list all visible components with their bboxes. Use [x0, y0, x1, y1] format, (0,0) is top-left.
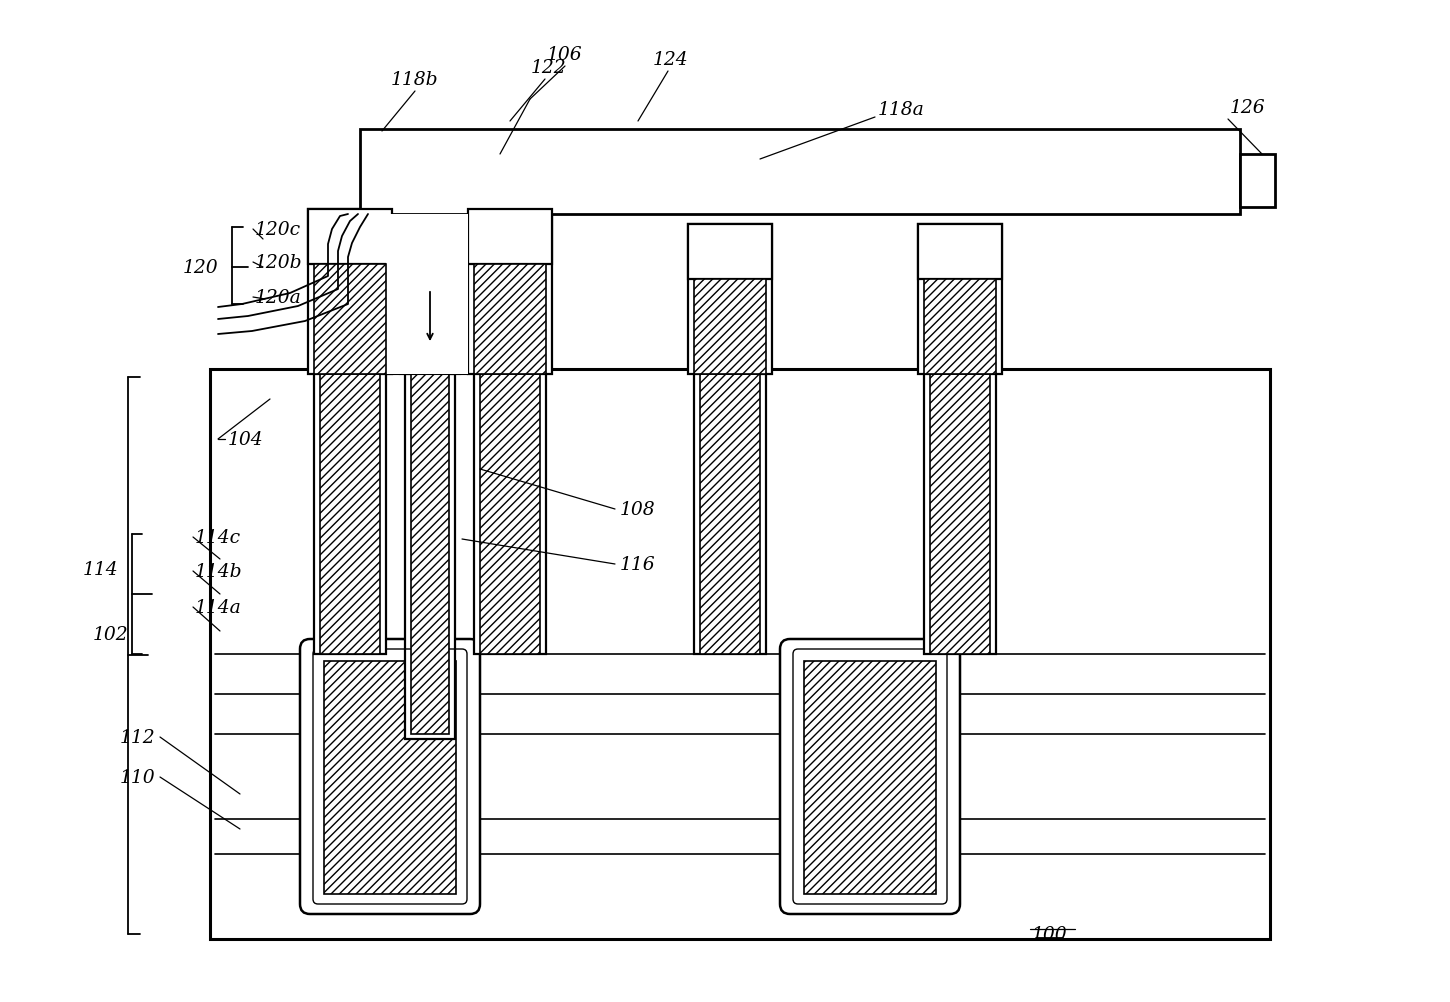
Text: 106: 106: [547, 46, 583, 64]
Text: 108: 108: [621, 501, 655, 518]
Bar: [918, 224, 1002, 280]
Text: 114: 114: [83, 560, 117, 578]
Bar: [924, 280, 996, 375]
Bar: [1240, 155, 1275, 207]
Text: 120a: 120a: [255, 289, 302, 307]
Bar: [320, 375, 380, 654]
Text: 122: 122: [531, 59, 566, 77]
Bar: [405, 375, 455, 739]
Bar: [803, 661, 937, 894]
Text: 126: 126: [1230, 99, 1266, 117]
Text: 120c: 120c: [255, 220, 302, 238]
Bar: [323, 661, 455, 894]
Bar: [695, 280, 766, 375]
Polygon shape: [400, 295, 460, 375]
Bar: [307, 209, 392, 375]
Bar: [474, 375, 547, 654]
Bar: [468, 209, 552, 265]
Bar: [687, 224, 771, 280]
Text: 100: 100: [1032, 925, 1067, 943]
Bar: [924, 375, 996, 654]
Bar: [687, 224, 771, 375]
Bar: [210, 370, 1270, 939]
Text: 120b: 120b: [255, 254, 303, 272]
Bar: [315, 265, 386, 375]
Text: 120: 120: [183, 259, 217, 277]
Text: 124: 124: [652, 51, 687, 69]
Text: 114a: 114a: [194, 598, 242, 616]
Bar: [918, 224, 1002, 375]
Bar: [307, 209, 392, 265]
Text: 110: 110: [119, 769, 155, 787]
Bar: [360, 130, 1240, 214]
Bar: [468, 209, 552, 375]
Text: 118b: 118b: [392, 71, 439, 89]
Text: 104: 104: [228, 431, 264, 449]
Text: 116: 116: [621, 555, 655, 573]
FancyBboxPatch shape: [780, 639, 960, 914]
Bar: [410, 375, 450, 734]
Text: 112: 112: [119, 728, 155, 746]
Bar: [929, 375, 990, 654]
Text: 114b: 114b: [194, 562, 242, 580]
Bar: [480, 375, 539, 654]
Bar: [695, 375, 766, 654]
Bar: [315, 375, 386, 654]
Bar: [700, 375, 760, 654]
Bar: [386, 214, 468, 375]
FancyBboxPatch shape: [300, 639, 480, 914]
Text: 118a: 118a: [879, 101, 925, 119]
Bar: [474, 265, 547, 375]
Text: 102: 102: [93, 625, 128, 643]
Text: 114c: 114c: [194, 528, 241, 546]
